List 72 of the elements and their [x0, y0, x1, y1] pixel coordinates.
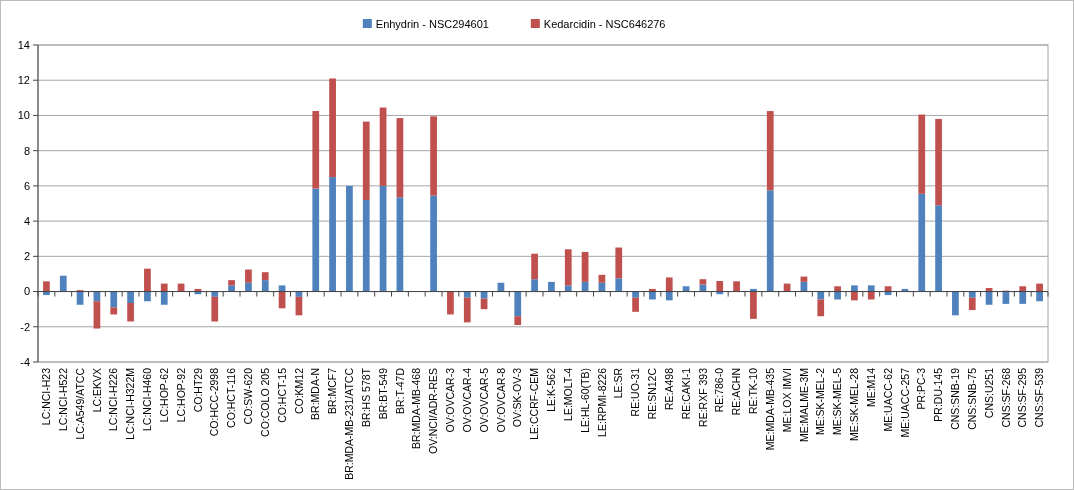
x-tick-label: RE:TK-10	[747, 367, 760, 415]
y-tick-label: 0	[23, 285, 30, 298]
x-tick-label: CNS:SF-268	[999, 367, 1012, 428]
x-tick-label: LC:NCI-H460	[141, 367, 154, 432]
y-tick-label: -4	[20, 355, 30, 368]
x-tick-label: CNS:SNB-75	[965, 367, 978, 430]
x-tick-label: LE:K-562	[545, 367, 558, 412]
x-tick-label: LC:A549/ATCC	[73, 367, 86, 440]
x-tick-label: CNS:SF-295	[1016, 367, 1029, 428]
x-tick-label: RE:A498	[662, 367, 675, 411]
x-tick-label: OV:NCI/ADR-RES	[427, 368, 440, 454]
x-tick-label: RE:786-0	[713, 367, 726, 413]
x-tick-label: ME:UACC-257	[898, 367, 911, 438]
y-tick-label: 14	[17, 38, 30, 51]
x-tick-label: ME:LOX IMVI	[780, 368, 793, 433]
x-tick-label: CO:KM12	[292, 367, 305, 415]
x-tick-label: CNS:SF-539	[1033, 367, 1046, 428]
x-tick-label: BR:T-47D	[393, 367, 406, 415]
x-tick-label: BR:MDA-N	[309, 368, 322, 420]
x-tick-label: BR:HS 578T	[359, 367, 372, 427]
x-tick-label: CO:HCT-116	[225, 367, 238, 428]
x-tick-label: RE:ACHN	[730, 368, 743, 416]
x-tick-label: RE:UO-31	[629, 367, 642, 417]
x-tick-label: RE:RXF 393	[696, 367, 709, 427]
x-tick-label: ME:SK-MEL-28	[848, 367, 861, 441]
x-tick-label: ME:SK-MEL-2	[814, 367, 827, 436]
x-tick-label: RE:SN12C	[646, 367, 659, 420]
x-tick-label: ME:UACC-62	[881, 367, 894, 432]
x-tick-label: LE:MOLT-4	[561, 367, 574, 421]
x-tick-label: CO:HCC-2998	[208, 367, 221, 437]
legend-label: Enhydrin - NSC294601	[375, 17, 489, 30]
x-tick-label: LC:NCI-H23	[40, 367, 53, 426]
x-tick-label: OV:OVCAR-5	[477, 367, 490, 433]
x-tick-label: BR:MCF7	[326, 367, 339, 415]
x-tick-label: ME:SK-MEL-5	[831, 367, 844, 436]
y-tick-label: 2	[23, 250, 30, 263]
x-tick-label: PR:PC-3	[915, 367, 928, 410]
x-tick-label: LE:CCRF-CEM	[528, 368, 541, 440]
x-tick-label: ME:MDA-MB-435	[763, 367, 776, 451]
x-tick-label: OV:SK-OV-3	[511, 367, 524, 428]
y-tick-label: -2	[20, 320, 30, 333]
x-tick-label: LC:EKVX	[90, 368, 103, 413]
x-tick-label: CO:SW-620	[242, 367, 255, 425]
y-tick-label: 8	[23, 144, 30, 157]
x-tick-label: LE:RPMI-8226	[595, 367, 608, 437]
x-tick-label: BR:MDA-MB-231/ATCC	[343, 367, 356, 480]
x-tick-label: CO:COLO 205	[258, 367, 271, 437]
x-tick-label: BR:BT-549	[376, 367, 389, 420]
x-tick-label: CO:HCT-15	[275, 367, 288, 423]
x-tick-label: LC:HOP-62	[157, 367, 170, 423]
x-tick-label: LC:HOP-92	[174, 367, 187, 423]
x-tick-label: CNS:U251	[982, 367, 995, 419]
x-tick-label: RE:CAKI-1	[679, 367, 692, 420]
x-tick-label: LE:SR	[612, 367, 625, 399]
legend-label: Kedarcidin - NSC646276	[543, 17, 666, 30]
x-tick-label: OV:OVCAR-8	[494, 367, 507, 433]
x-tick-label: ME:MALME-3M	[797, 368, 810, 443]
x-tick-label: ME:M14	[864, 367, 877, 408]
x-tick-label: LC:NCI-H522	[56, 367, 69, 432]
y-tick-label: 12	[17, 74, 30, 87]
x-tick-label: LC:NCI-H322M	[124, 368, 137, 440]
y-tick-label: 6	[23, 179, 30, 192]
x-tick-label: PR:DU-145	[932, 367, 945, 422]
x-tick-label: OV:OVCAR-3	[444, 367, 457, 433]
x-tick-label: BR:MDA-MB-468	[410, 367, 423, 450]
x-tick-label: LE:HL-60(TB)	[578, 368, 591, 433]
x-tick-label: OV:OVCAR-4	[460, 367, 473, 433]
y-tick-label: 10	[17, 109, 30, 122]
y-tick-label: 4	[23, 214, 30, 227]
x-tick-label: CNS:SNB-19	[949, 367, 962, 430]
x-tick-label: LC:NCI-H226	[107, 367, 120, 432]
x-tick-label: CO:HT29	[191, 367, 204, 413]
